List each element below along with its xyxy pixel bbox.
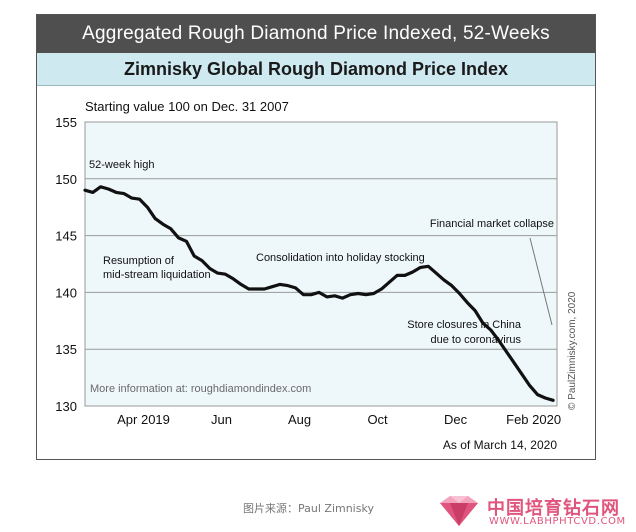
data-point [419, 266, 422, 269]
data-point [388, 281, 391, 284]
data-point [170, 228, 172, 230]
data-point [318, 291, 320, 294]
copyright-text: © PaulZimnisky.com, 2020 [567, 291, 578, 410]
data-point [240, 283, 242, 286]
data-point [341, 297, 344, 299]
data-point [123, 192, 125, 195]
x-tick-label: Feb 2020 [506, 412, 561, 427]
data-point [482, 322, 484, 324]
data-point [185, 240, 188, 243]
y-tick-label: 140 [55, 285, 77, 300]
data-point [326, 296, 328, 298]
annotation-closures-line2: due to coronavirus [431, 334, 522, 346]
image-source-caption: 图片来源：Paul Zimnisky [243, 502, 374, 515]
data-point [497, 339, 500, 341]
as-of-date: As of March 14, 2020 [443, 438, 557, 452]
data-point [380, 288, 383, 290]
data-point [294, 287, 297, 289]
data-point [536, 393, 539, 396]
data-point [474, 309, 476, 312]
chart-svg: 130 135 140 145 150 155 Apr 2019 Jun Aug Oct Dec F… [55, 99, 578, 452]
data-point [528, 384, 531, 387]
data-point [255, 288, 258, 290]
more-info-text: More information at: roughdiamondindex.c… [90, 383, 311, 395]
series-layer [83, 185, 555, 402]
data-point [138, 198, 141, 200]
x-tick-label: Apr 2019 [117, 412, 170, 427]
data-point [396, 274, 398, 277]
data-point [224, 273, 227, 276]
data-point [513, 362, 515, 364]
data-point [287, 284, 289, 287]
data-point [107, 188, 110, 190]
y-axis-ticks: 130 135 140 145 150 155 [55, 115, 77, 414]
data-point [177, 237, 180, 239]
data-point [232, 278, 234, 280]
y-tick-label: 130 [55, 399, 77, 414]
data-point [263, 288, 266, 290]
data-point [333, 295, 336, 297]
data-point [201, 259, 203, 262]
data-point [365, 293, 367, 296]
x-tick-label: Oct [367, 412, 388, 427]
data-point [443, 279, 445, 281]
data-point [146, 206, 149, 208]
data-point [216, 272, 219, 274]
annotation-resumption-line1: Resumption of [103, 255, 175, 267]
data-point [279, 283, 281, 286]
data-point [372, 292, 375, 295]
plot-area [84, 121, 558, 407]
watermark-brand: 中国培育钻石网 [487, 498, 620, 519]
diamond-logo-icon [440, 496, 478, 526]
data-point [427, 265, 430, 268]
chart-subtitle: Zimnisky Global Rough Diamond Price Inde… [37, 53, 595, 86]
watermark-url: WWW.LABHPHTCVD.COM [489, 516, 626, 527]
annotation-consolidation: Consolidation into holiday stocking [256, 252, 425, 264]
data-point [458, 292, 461, 295]
data-point [162, 223, 164, 225]
data-point [271, 285, 273, 288]
data-point [92, 191, 94, 194]
annotation-collapse-pointer [529, 237, 553, 326]
chart-title: Aggregated Rough Diamond Price Indexed, … [37, 15, 595, 53]
data-point [404, 274, 406, 277]
data-point [552, 399, 554, 402]
data-point [84, 189, 86, 191]
data-point [248, 288, 250, 290]
data-point [544, 397, 547, 399]
data-point [411, 271, 414, 273]
data-point [489, 329, 492, 331]
data-point [154, 217, 156, 220]
data-point [357, 292, 359, 295]
data-point [193, 255, 195, 257]
data-point [99, 186, 102, 188]
chart-frame: Aggregated Rough Diamond Price Indexed, … [36, 14, 596, 460]
annotation-financial-collapse: Financial market collapse [430, 218, 554, 230]
x-tick-label: Jun [211, 412, 232, 427]
data-point [310, 293, 313, 296]
x-tick-label: Aug [288, 412, 311, 427]
data-point [521, 373, 523, 376]
y-tick-label: 155 [55, 115, 77, 130]
y-tick-label: 150 [55, 172, 77, 187]
annotation-52-week-high: 52-week high [89, 159, 154, 171]
starting-value-note: Starting value 100 on Dec. 31 2007 [85, 99, 289, 114]
y-tick-label: 135 [55, 342, 77, 357]
x-tick-label: Dec [444, 412, 468, 427]
data-point [131, 197, 133, 199]
data-point [505, 350, 508, 353]
data-point [435, 272, 437, 274]
data-point [115, 191, 117, 194]
data-point [466, 301, 469, 304]
data-point [450, 284, 453, 287]
data-point [302, 293, 305, 296]
y-tick-label: 145 [55, 229, 77, 244]
data-point [349, 293, 352, 296]
annotation-resumption-line2: mid-stream liquidation [103, 269, 211, 281]
data-point [209, 267, 211, 270]
annotation-closures-line1: Store closures in China [407, 319, 522, 331]
x-axis-ticks: Apr 2019 Jun Aug Oct Dec Feb 2020 [117, 412, 561, 427]
